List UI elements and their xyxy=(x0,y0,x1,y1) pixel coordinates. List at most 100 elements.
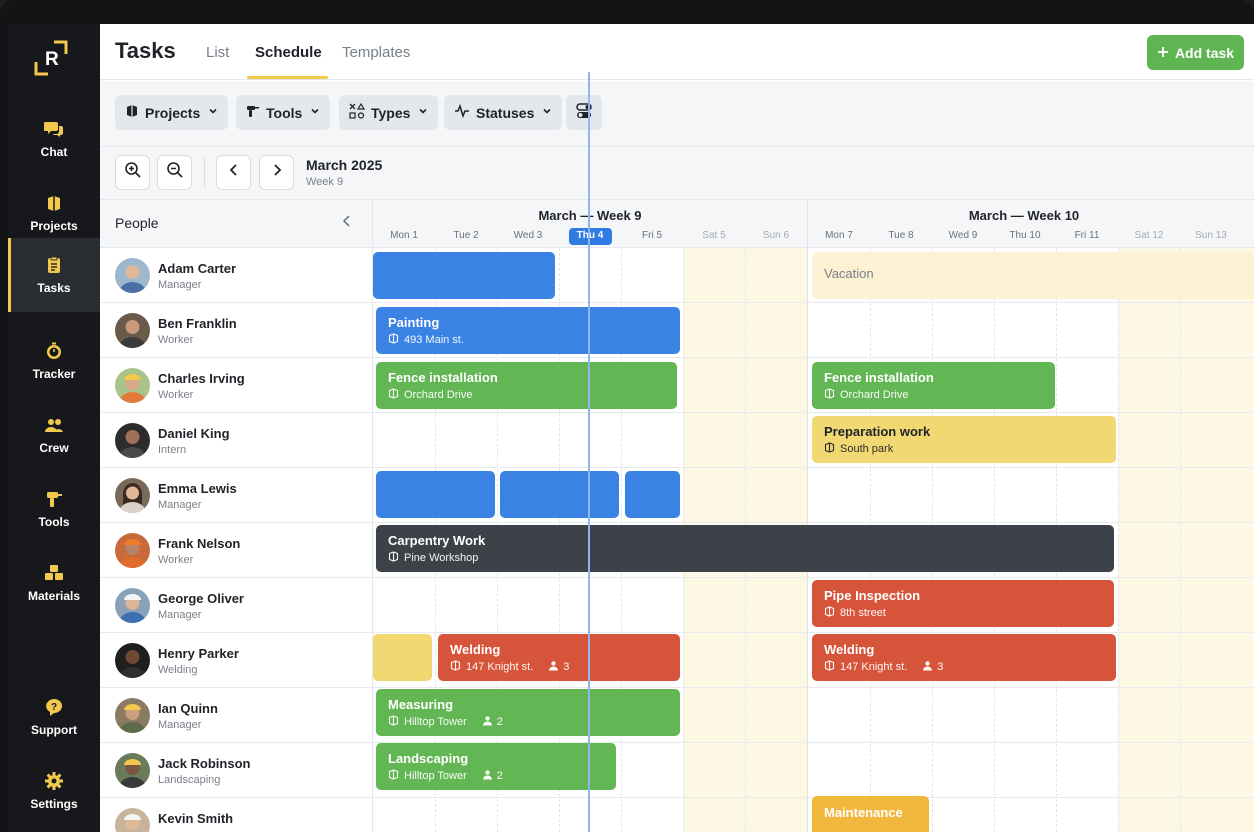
sidebar-item-label: Tools xyxy=(38,515,70,529)
task-bar-maintenance[interactable]: Maintenance xyxy=(812,796,929,832)
person-row[interactable]: Henry Parker Welding xyxy=(100,633,373,688)
project-icon xyxy=(824,388,835,402)
person-role: Welding xyxy=(158,664,198,676)
current-month: March 2025 xyxy=(306,157,383,173)
person-row[interactable]: Frank Nelson Worker xyxy=(100,523,373,578)
row-gridline xyxy=(373,687,1254,688)
task-bar[interactable] xyxy=(500,471,619,518)
sidebar-item-projects[interactable]: Projects xyxy=(8,176,100,250)
tab-templates[interactable]: Templates xyxy=(342,44,411,61)
task-title: Carpentry Work xyxy=(388,533,486,548)
task-bar-preparation-work[interactable]: Preparation work South park xyxy=(812,416,1116,463)
sidebar-item-chat[interactable]: Chat xyxy=(8,102,100,176)
avatar xyxy=(115,368,150,403)
filter-statuses[interactable]: Statuses xyxy=(444,95,563,130)
person-row[interactable]: Charles Irving Worker xyxy=(100,358,373,413)
tab-schedule[interactable]: Schedule xyxy=(255,44,322,61)
task-bar-fence-installation[interactable]: Fence installation Orchard Drive xyxy=(812,362,1055,409)
person-row[interactable]: Kevin Smith xyxy=(100,798,373,832)
person-role: Manager xyxy=(158,499,202,511)
project-icon xyxy=(388,333,399,347)
filter-tools[interactable]: Tools xyxy=(236,95,331,130)
person-role: Landscaping xyxy=(158,774,221,786)
task-location: Pine Workshop xyxy=(404,552,479,564)
task-bar-pipe-inspection[interactable]: Pipe Inspection 8th street xyxy=(812,580,1114,627)
sidebar-item-tracker[interactable]: Tracker xyxy=(8,324,100,398)
task-bar-welding[interactable]: Welding 147 Knight st. 3 xyxy=(812,634,1116,681)
person-row[interactable]: George Oliver Manager xyxy=(100,578,373,633)
day-label-today[interactable]: Thu 4 xyxy=(576,230,604,241)
task-bar-measuring[interactable]: Measuring Hilltop Tower 2 xyxy=(376,689,680,736)
main-panel: Tasks List Schedule Templates Add task P… xyxy=(100,24,1254,832)
task-bar-painting[interactable]: Painting 493 Main st. xyxy=(376,307,680,354)
task-title: Landscaping xyxy=(388,751,469,766)
person-name: Kevin Smith xyxy=(158,811,234,826)
assignee-count: 3 xyxy=(937,661,944,673)
project-icon xyxy=(388,769,399,783)
tab-list[interactable]: List xyxy=(206,44,230,61)
person-icon xyxy=(922,660,933,674)
zoom-in-button[interactable] xyxy=(115,155,150,190)
day-label[interactable]: Wed 3 xyxy=(513,230,543,241)
person-row[interactable]: Ian Quinn Manager xyxy=(100,688,373,743)
task-location: South park xyxy=(840,443,894,455)
task-title: Fence installation xyxy=(388,370,498,385)
sidebar-item-support[interactable]: ? Support xyxy=(8,680,100,754)
sidebar-item-tools[interactable]: Tools xyxy=(8,472,100,546)
day-label[interactable]: Fri 5 xyxy=(642,230,662,241)
day-label[interactable]: Wed 9 xyxy=(948,230,978,241)
day-label[interactable]: Sat 12 xyxy=(1134,230,1164,241)
person-name: Jack Robinson xyxy=(158,756,251,771)
task-bar-carpentry-work[interactable]: Carpentry Work Pine Workshop xyxy=(376,525,1114,572)
day-label[interactable]: Sun 6 xyxy=(762,230,790,241)
sidebar-item-materials[interactable]: Materials xyxy=(8,546,100,620)
person-name: Daniel King xyxy=(158,426,230,441)
previous-week-button[interactable] xyxy=(216,155,251,190)
projects-icon xyxy=(125,104,139,121)
drill-icon xyxy=(246,104,260,121)
filter-projects[interactable]: Projects xyxy=(115,95,229,130)
avatar xyxy=(115,643,150,678)
sidebar-item-settings[interactable]: Settings xyxy=(8,754,100,828)
person-name: Ben Franklin xyxy=(158,316,237,331)
collapse-panel-button[interactable] xyxy=(340,214,354,233)
day-label[interactable]: Sun 13 xyxy=(1195,230,1227,241)
task-bar-fence-installation[interactable]: Fence installation Orchard Drive xyxy=(376,362,677,409)
add-task-button[interactable]: Add task xyxy=(1147,35,1244,70)
task-bar[interactable] xyxy=(625,471,680,518)
day-label[interactable]: Mon 7 xyxy=(825,230,853,241)
task-bar-welding[interactable]: Welding 147 Knight st. 3 xyxy=(438,634,680,681)
app-logo[interactable]: R xyxy=(32,38,72,78)
task-bar[interactable] xyxy=(376,471,495,518)
day-label[interactable]: Tue 8 xyxy=(888,230,914,241)
toggle-view-button[interactable] xyxy=(566,95,602,130)
sidebar-item-label: Tasks xyxy=(37,281,71,295)
person-row[interactable]: Emma Lewis Manager xyxy=(100,468,373,523)
day-label[interactable]: Fri 11 xyxy=(1074,230,1100,241)
task-bar[interactable] xyxy=(373,634,432,681)
day-label[interactable]: Tue 2 xyxy=(453,230,479,241)
next-week-button[interactable] xyxy=(259,155,294,190)
person-icon xyxy=(482,715,493,729)
person-row[interactable]: Jack Robinson Landscaping xyxy=(100,743,373,798)
zoom-out-button[interactable] xyxy=(157,155,192,190)
task-bar-vacation[interactable]: Vacation xyxy=(812,252,1254,299)
sidebar-item-label: Tracker xyxy=(32,367,76,381)
person-role: Manager xyxy=(158,279,202,291)
day-label[interactable]: Thu 10 xyxy=(1009,230,1041,241)
chevron-down-icon xyxy=(542,106,552,119)
task-bar-landscaping[interactable]: Landscaping Hilltop Tower 2 xyxy=(376,743,616,790)
task-title: Maintenance xyxy=(824,805,903,820)
person-role: Worker xyxy=(158,554,194,566)
person-row[interactable]: Daniel King Intern xyxy=(100,413,373,468)
day-label[interactable]: Sat 5 xyxy=(702,230,726,241)
sidebar-item-tasks[interactable]: Tasks xyxy=(8,238,100,312)
person-row[interactable]: Adam Carter Manager xyxy=(100,248,373,303)
filter-types[interactable]: Types xyxy=(339,95,439,130)
person-row[interactable]: Ben Franklin Worker xyxy=(100,303,373,358)
day-label[interactable]: Mon 1 xyxy=(390,230,418,241)
task-bar[interactable] xyxy=(373,252,555,299)
sidebar-item-crew[interactable]: Crew xyxy=(8,398,100,472)
person-name: George Oliver xyxy=(158,591,244,606)
